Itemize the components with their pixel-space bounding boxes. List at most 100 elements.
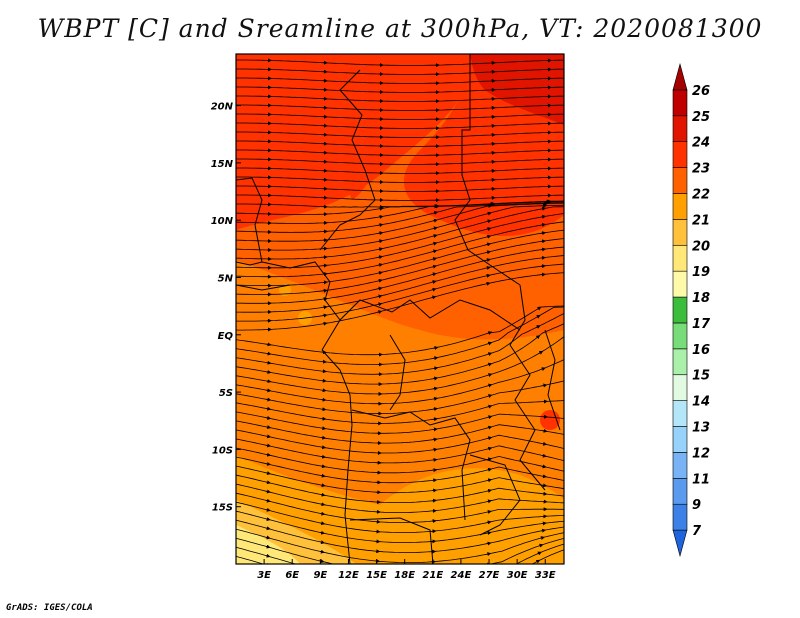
streamline-arrow <box>433 356 439 361</box>
streamline-arrow <box>266 342 272 347</box>
streamline-arrow <box>487 446 493 451</box>
streamline <box>236 323 564 385</box>
streamline <box>236 305 564 356</box>
colorbar-swatch <box>672 296 688 324</box>
colorbar-swatch <box>672 193 688 220</box>
streamline <box>236 204 564 251</box>
streamline-arrow <box>266 369 272 374</box>
colorbar-label: 13 <box>692 421 710 436</box>
streamline-arrow <box>486 531 492 535</box>
streamline-arrow <box>487 415 493 420</box>
streamline <box>236 202 564 233</box>
streamline-arrow <box>486 250 492 255</box>
border-line-1 <box>454 54 521 286</box>
streamline <box>236 59 564 66</box>
streamline-arrow <box>377 278 383 283</box>
colorbar: 7 9 11 12 13 14 15 16 17 18 19 20 21 22 23 24 25 26 <box>672 62 711 558</box>
streamline-arrow <box>320 492 326 497</box>
grads-credit: GrADS: IGES/COLA <box>6 603 93 613</box>
streamline-arrow <box>320 530 326 535</box>
streamline-arrow <box>486 227 492 231</box>
colorbar-swatch <box>672 374 688 401</box>
field-region-19to20 <box>236 525 300 564</box>
streamline-arrow <box>265 526 271 531</box>
streamline-arrow <box>266 379 272 384</box>
streamline-arrow <box>536 314 541 319</box>
colorbar-swatch <box>672 270 688 298</box>
streamline-arrow <box>266 415 272 420</box>
streamline <box>236 359 564 405</box>
streamline-arrow <box>487 457 493 462</box>
streamline <box>236 158 564 165</box>
streamline-arrow <box>535 559 541 564</box>
streamline <box>236 420 564 444</box>
streamline-arrow <box>541 464 547 469</box>
streamline-arrow <box>433 376 439 381</box>
streamline-arrow <box>320 502 326 507</box>
border-line-6 <box>321 349 353 564</box>
colorbar-label: 12 <box>692 446 710 461</box>
streamline <box>236 447 564 474</box>
streamline-arrow <box>487 341 493 346</box>
x-tick-label: 27E <box>479 570 500 581</box>
colorbar-swatch <box>672 400 688 427</box>
x-tick-label: 12E <box>338 570 359 581</box>
streamline-arrow <box>433 211 439 215</box>
streamline-arrow <box>431 280 437 284</box>
colorbar-swatch <box>672 322 688 350</box>
colorbar-label: 14 <box>692 395 710 410</box>
streamline-arrow <box>320 540 325 545</box>
streamline <box>236 483 564 513</box>
colorbar-swatch <box>672 503 688 531</box>
colorbar-swatch <box>672 478 688 505</box>
colorbar-swatch <box>672 426 688 453</box>
streamline-arrow <box>432 249 438 254</box>
streamline-arrow <box>265 507 271 512</box>
y-tick-label: EQ <box>218 331 234 342</box>
streamline <box>236 122 564 129</box>
streamline <box>236 465 564 494</box>
streamline-arrow <box>266 563 271 564</box>
streamline-arrow <box>542 428 548 433</box>
streamline-arrow <box>486 509 492 514</box>
streamline-arrow <box>378 231 384 236</box>
streamline <box>236 221 564 278</box>
streamline-arrow <box>320 473 326 478</box>
streamline-arrow <box>433 396 439 401</box>
streamline <box>236 411 564 434</box>
streamline-arrow <box>266 397 272 402</box>
streamline-arrow <box>485 265 491 270</box>
streamline-arrow <box>539 536 545 540</box>
streamline-arrow <box>266 443 272 448</box>
streamline-arrow <box>321 435 327 440</box>
field-region-24to25-north <box>236 54 472 230</box>
streamline <box>236 510 564 544</box>
streamline-arrow <box>265 535 271 540</box>
streamline-arrow <box>265 498 271 503</box>
streamline-arrow <box>432 257 438 261</box>
streamline <box>236 202 564 242</box>
streamline-arrow <box>433 218 438 223</box>
border-line-5 <box>339 299 521 331</box>
streamline-arrow <box>485 273 491 278</box>
field-region-24to25-central <box>345 130 374 200</box>
streamline <box>236 306 564 365</box>
streamline-arrow <box>541 247 547 252</box>
field-region-21to22 <box>236 455 564 564</box>
streamline-arrow <box>266 434 272 439</box>
border-line-3 <box>236 177 263 266</box>
streamline-arrow <box>487 499 492 504</box>
streamline <box>236 149 564 156</box>
streamline-arrow <box>377 310 383 315</box>
streamline-arrow <box>432 264 438 269</box>
streamline-arrow <box>433 366 439 371</box>
streamline-arrow <box>541 528 547 533</box>
streamline <box>236 519 564 553</box>
streamline-arrow <box>487 488 493 493</box>
streamline-arrow <box>378 270 383 275</box>
streamline <box>236 528 564 563</box>
streamline-arrow <box>487 467 493 472</box>
streamlines <box>236 58 564 564</box>
temperature-field <box>236 54 564 564</box>
streamline-arrow <box>486 552 492 557</box>
